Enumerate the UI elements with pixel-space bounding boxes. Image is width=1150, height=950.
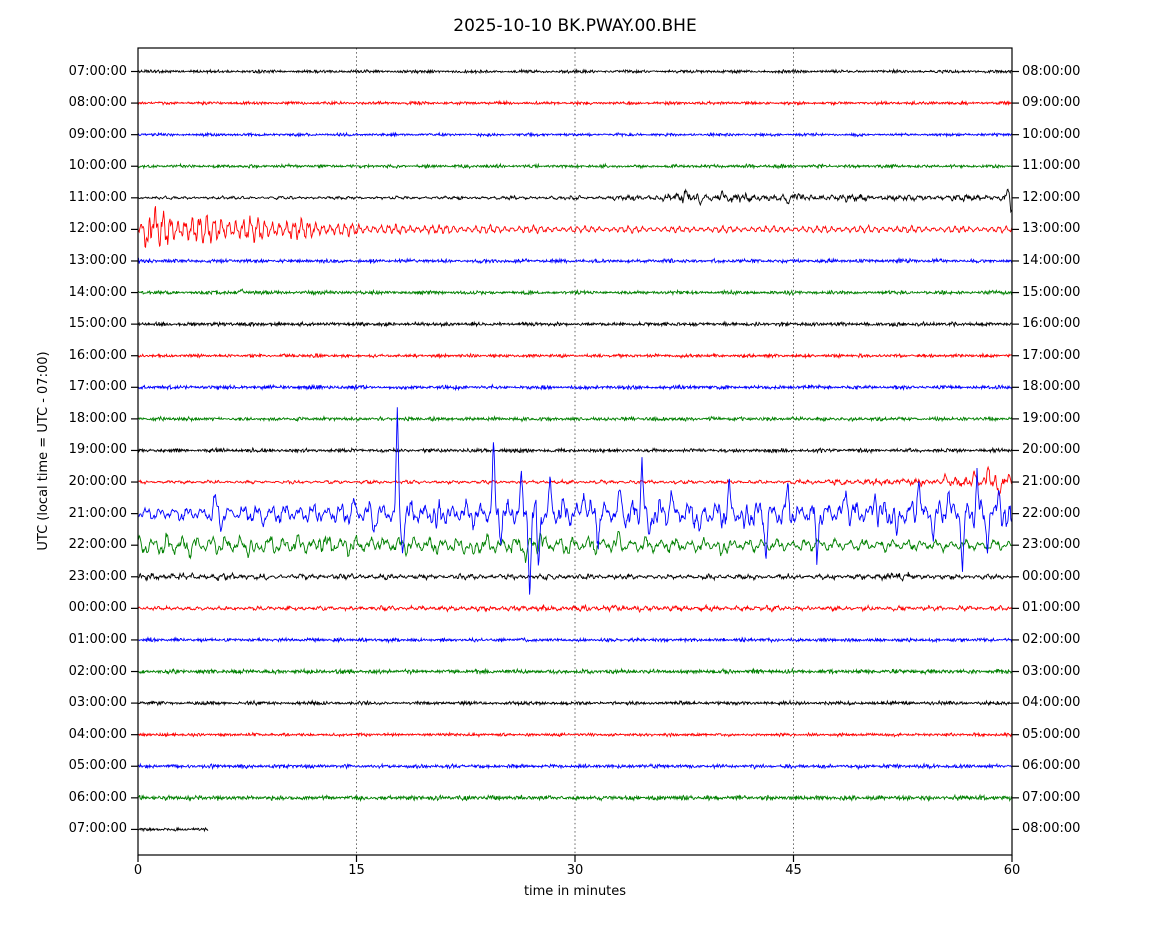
row-label-left: 17:00:00 — [68, 379, 127, 395]
axis-ticks — [131, 70, 1019, 862]
trace-row-11:00:00 — [138, 188, 1012, 214]
trace-row-20:00:00 — [138, 465, 1012, 497]
row-label-right: 23:00:00 — [1022, 537, 1081, 553]
row-label-left: 12:00:00 — [68, 221, 127, 237]
row-label-right: 03:00:00 — [1022, 663, 1081, 679]
row-label-left: 10:00:00 — [68, 158, 127, 174]
row-label-left: 06:00:00 — [68, 789, 127, 805]
trace-row-16:00:00 — [138, 352, 1012, 360]
row-label-left: 21:00:00 — [68, 505, 127, 521]
row-label-right: 13:00:00 — [1022, 221, 1081, 237]
row-label-left: 23:00:00 — [68, 568, 127, 584]
trace-row-07:00:00 — [138, 826, 209, 833]
row-label-left: 16:00:00 — [68, 347, 127, 363]
trace-row-23:00:00 — [138, 571, 1012, 582]
row-label-right: 07:00:00 — [1022, 789, 1081, 805]
row-label-right: 20:00:00 — [1022, 442, 1081, 458]
x-tick-label: 0 — [133, 863, 143, 878]
row-label-left: 05:00:00 — [68, 758, 127, 774]
row-label-left: 18:00:00 — [68, 410, 127, 426]
gridlines — [356, 48, 794, 855]
trace-row-13:00:00 — [138, 257, 1012, 265]
x-tick-label: 15 — [348, 863, 365, 878]
row-label-right: 12:00:00 — [1022, 189, 1081, 205]
row-label-left: 22:00:00 — [68, 537, 127, 553]
trace-row-02:00:00 — [138, 667, 1012, 676]
trace-row-21:00:00 — [138, 407, 1012, 595]
row-label-left: 04:00:00 — [68, 726, 127, 742]
row-label-right: 01:00:00 — [1022, 600, 1081, 616]
plot-border — [137, 47, 1013, 856]
row-label-right: 08:00:00 — [1022, 63, 1081, 79]
row-label-right: 14:00:00 — [1022, 252, 1081, 268]
row-label-right: 10:00:00 — [1022, 126, 1081, 142]
row-label-left: 02:00:00 — [68, 663, 127, 679]
trace-row-05:00:00 — [138, 762, 1012, 771]
trace-row-19:00:00 — [138, 446, 1012, 455]
chart-title: 2025-10-10 BK.PWAY.00.BHE — [453, 16, 697, 36]
seismogram-traces — [138, 68, 1012, 833]
row-label-right: 04:00:00 — [1022, 695, 1081, 711]
row-label-right: 06:00:00 — [1022, 758, 1081, 774]
trace-row-17:00:00 — [138, 383, 1012, 392]
row-label-right: 15:00:00 — [1022, 284, 1081, 300]
row-label-right: 11:00:00 — [1022, 158, 1081, 174]
trace-row-03:00:00 — [138, 699, 1012, 707]
trace-row-10:00:00 — [138, 162, 1012, 170]
row-label-left: 19:00:00 — [68, 442, 127, 458]
trace-row-15:00:00 — [138, 320, 1012, 328]
row-label-left: 08:00:00 — [68, 95, 127, 111]
row-label-right: 21:00:00 — [1022, 474, 1081, 490]
row-label-right: 05:00:00 — [1022, 726, 1081, 742]
trace-row-01:00:00 — [138, 636, 1012, 644]
row-label-left: 15:00:00 — [68, 316, 127, 332]
row-label-left: 07:00:00 — [68, 63, 127, 79]
trace-row-09:00:00 — [138, 131, 1012, 138]
row-label-left: 09:00:00 — [68, 126, 127, 142]
row-label-left: 01:00:00 — [68, 631, 127, 647]
trace-row-14:00:00 — [138, 288, 1012, 297]
trace-row-00:00:00 — [138, 603, 1012, 614]
row-label-left: 13:00:00 — [68, 252, 127, 268]
row-label-left: 07:00:00 — [68, 821, 127, 837]
row-label-right: 19:00:00 — [1022, 410, 1081, 426]
row-label-right: 16:00:00 — [1022, 316, 1081, 332]
trace-row-04:00:00 — [138, 731, 1012, 738]
row-label-right: 02:00:00 — [1022, 631, 1081, 647]
row-label-left: 03:00:00 — [68, 695, 127, 711]
trace-row-18:00:00 — [138, 415, 1012, 423]
row-label-right: 18:00:00 — [1022, 379, 1081, 395]
x-tick-label: 60 — [1003, 863, 1021, 878]
row-label-left: 14:00:00 — [68, 284, 127, 300]
trace-row-12:00:00 — [138, 206, 1012, 249]
row-label-left: 20:00:00 — [68, 474, 127, 490]
row-label-right: 08:00:00 — [1022, 821, 1081, 837]
row-label-right: 00:00:00 — [1022, 568, 1081, 584]
trace-row-22:00:00 — [138, 530, 1012, 563]
trace-row-08:00:00 — [138, 99, 1012, 107]
trace-row-07:00:00 — [138, 68, 1012, 75]
row-label-right: 22:00:00 — [1022, 505, 1081, 521]
row-label-left: 00:00:00 — [68, 600, 127, 616]
row-label-right: 09:00:00 — [1022, 95, 1081, 111]
trace-row-06:00:00 — [138, 793, 1012, 803]
row-label-right: 17:00:00 — [1022, 347, 1081, 363]
x-tick-label: 30 — [566, 863, 584, 878]
x-axis-label: time in minutes — [523, 884, 627, 899]
x-tick-label: 45 — [785, 863, 802, 878]
row-label-left: 11:00:00 — [68, 189, 127, 205]
